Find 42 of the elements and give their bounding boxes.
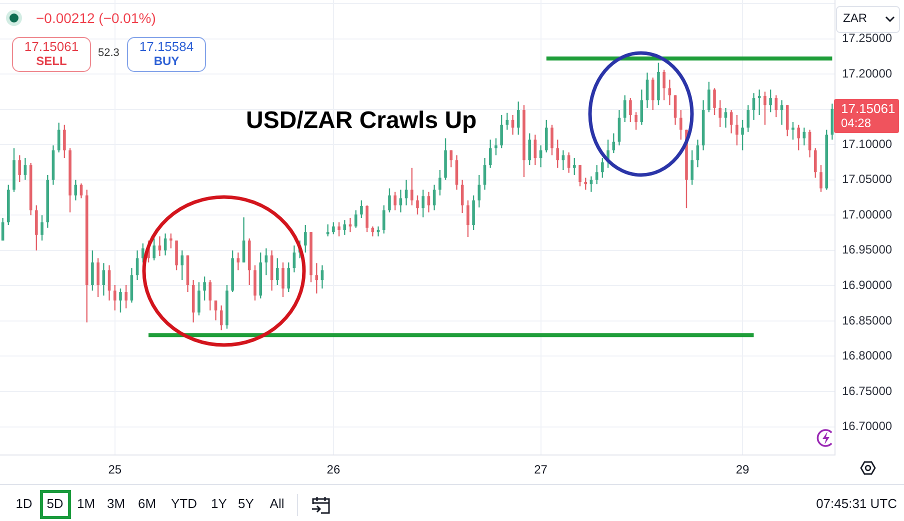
dropdown[interactable] [836, 6, 900, 33]
y-tick-label: 17.20000 [842, 66, 892, 80]
annotation: 17.15584 [139, 39, 194, 55]
text: ZAR [843, 11, 867, 26]
annotation: −0.00212 (−0.01%) [36, 10, 156, 26]
y-tick-label: 16.80000 [842, 348, 892, 363]
text: 1Y [211, 496, 227, 512]
candlestick [780, 100, 784, 125]
text: 1M [76, 496, 96, 512]
text: 5D [46, 496, 64, 512]
annotation: 52.3 [98, 47, 120, 60]
text: USD/ZAR Crawls Up [246, 107, 477, 135]
button[interactable] [12, 37, 91, 72]
y-tick-label: 16.90000 [842, 278, 892, 292]
text: 6M [138, 496, 156, 512]
x-tick-label: 26 [326, 462, 340, 477]
y-tick-label: 16.70000 [842, 419, 892, 434]
text: 17.15061 [841, 100, 896, 117]
text: YTD [171, 496, 197, 512]
annotation: 17.15061 [24, 39, 79, 55]
candlestick [236, 252, 240, 270]
y-tick-label: 17.25000 [842, 31, 892, 46]
text: 1D [16, 496, 32, 512]
x-tick-label: 29 [736, 462, 750, 477]
annotation: SELL [36, 54, 67, 69]
button[interactable] [127, 37, 206, 72]
y-tick-label: 17.00000 [842, 207, 892, 222]
x-tick-label: 25 [108, 462, 122, 477]
text: All [270, 496, 284, 512]
text: 5Y [238, 496, 254, 512]
y-tick-label: 16.95000 [842, 242, 892, 257]
annotation: BUY [154, 54, 180, 69]
candlestick [562, 150, 565, 170]
y-tick-label: 17.05000 [842, 172, 892, 186]
candlestick [158, 236, 162, 256]
y-tick-label: 16.75000 [842, 384, 892, 398]
y-tick-label: 17.10000 [842, 136, 892, 151]
x-tick-label: 27 [534, 462, 548, 477]
text: 04:28 [841, 116, 872, 131]
y-tick-label: 16.85000 [842, 313, 892, 328]
text: 3M [106, 496, 126, 512]
text: 07:45:31 UTC [816, 496, 897, 512]
